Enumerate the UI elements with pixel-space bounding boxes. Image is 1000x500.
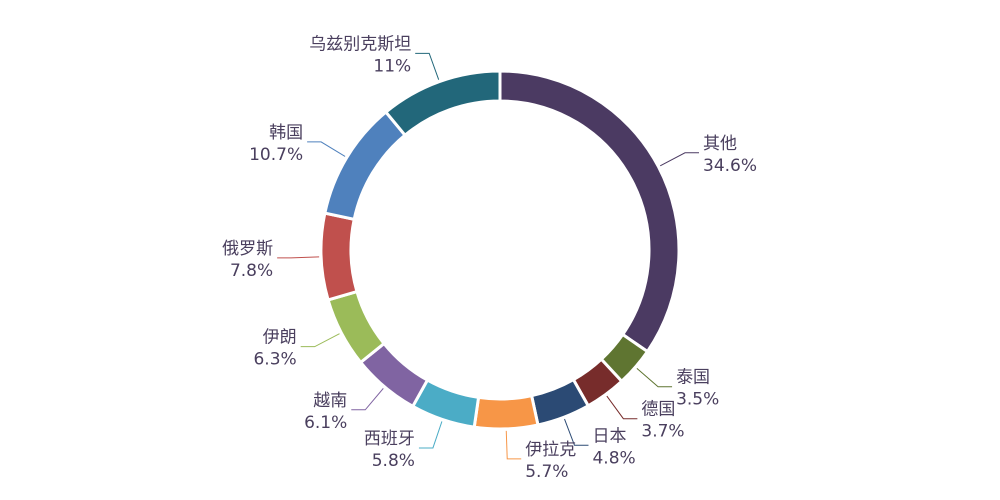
slice-9-arc [319, 211, 359, 302]
slice-1-leader-line [659, 152, 700, 167]
slice-4-label: 日本 [592, 426, 626, 446]
slice-6-label: 西班牙 [364, 429, 415, 449]
slice-11-value-label: 11% [373, 56, 411, 76]
slice-5-label: 伊拉克 [525, 440, 576, 460]
slice-8-arc [326, 289, 387, 365]
slice-5-value-label: 5.7% [525, 462, 568, 482]
slice-10-value-label: 10.7% [249, 145, 303, 165]
slice-8-label: 伊朗 [263, 328, 297, 348]
slice-11-leader-line [415, 52, 440, 80]
slice-9-value-label: 7.8% [230, 261, 273, 281]
slice-11-arc [383, 69, 502, 138]
slice-7-value-label: 6.1% [304, 413, 347, 433]
slice-10-leader-line [307, 141, 346, 157]
leader-lines [277, 52, 700, 460]
slice-10-arc [323, 109, 408, 222]
slice-1-value-label: 34.6% [703, 156, 757, 176]
slice-2-value-label: 3.5% [676, 390, 719, 410]
slice-9-label: 俄罗斯 [222, 239, 273, 259]
donut-slices [319, 69, 681, 431]
slice-5-arc [472, 393, 540, 431]
slice-2-leader-line [636, 368, 673, 388]
slice-5-leader-line [505, 430, 522, 460]
slice-4-value-label: 4.8% [592, 448, 635, 468]
slice-2-label: 泰国 [676, 368, 710, 388]
slice-1-label: 其他 [703, 134, 737, 154]
slice-6-value-label: 5.8% [372, 451, 415, 471]
slice-7-leader-line [351, 388, 384, 411]
slice-3-leader-line [606, 395, 638, 420]
slice-1-arc [498, 69, 681, 354]
slice-7-label: 越南 [313, 391, 347, 411]
slice-11-label: 乌兹别克斯坦 [309, 34, 411, 54]
slice-6-leader-line [418, 421, 443, 449]
slice-8-value-label: 6.3% [253, 350, 296, 370]
slice-10-label: 韩国 [269, 123, 303, 143]
slice-4-leader-line [564, 418, 589, 446]
slice-8-leader-line [300, 333, 340, 348]
slice-3-label: 德国 [641, 400, 675, 420]
slice-9-leader-line [277, 256, 320, 259]
slice-3-value-label: 3.7% [641, 422, 684, 442]
